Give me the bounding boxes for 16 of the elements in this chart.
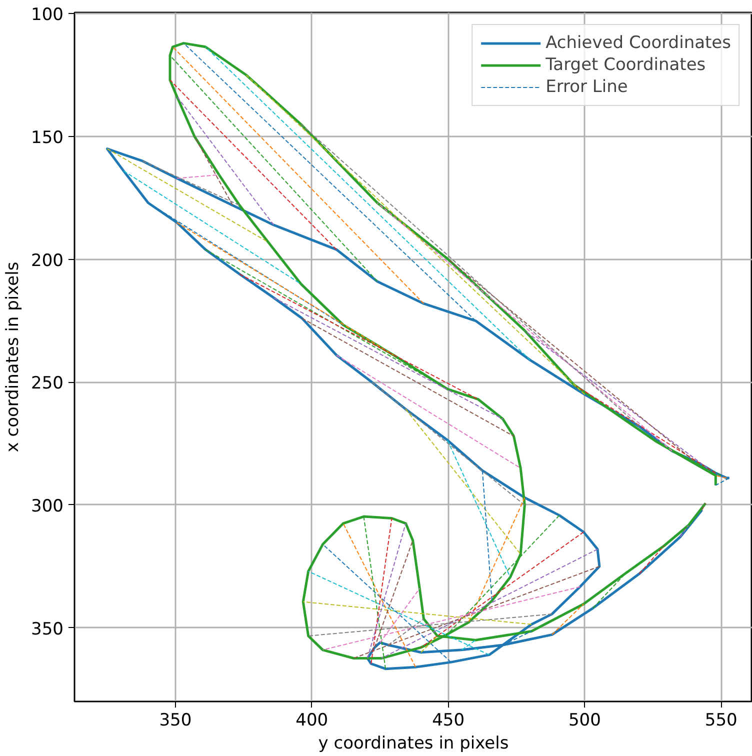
y-tick-label: 200 xyxy=(31,250,64,271)
y-tick-label: 300 xyxy=(31,496,64,516)
y-tick-label: 100 xyxy=(31,5,64,26)
y-tick-label: 350 xyxy=(31,619,64,640)
legend-label: Achieved Coordinates xyxy=(546,33,731,53)
y-tick-label: 150 xyxy=(31,128,64,148)
y-axis-title: x coordinates in pixels xyxy=(3,262,24,452)
x-tick-label: 350 xyxy=(159,710,192,730)
x-tick-label: 450 xyxy=(432,710,465,730)
legend-label: Target Coordinates xyxy=(546,55,706,75)
legend-label: Error Line xyxy=(546,77,628,97)
x-tick-label: 500 xyxy=(568,710,601,730)
y-tick-label: 250 xyxy=(31,374,64,394)
x-tick-label: 400 xyxy=(296,710,328,730)
x-axis-title: y coordinates in pixels xyxy=(318,734,509,754)
x-tick-label: 550 xyxy=(704,710,738,730)
